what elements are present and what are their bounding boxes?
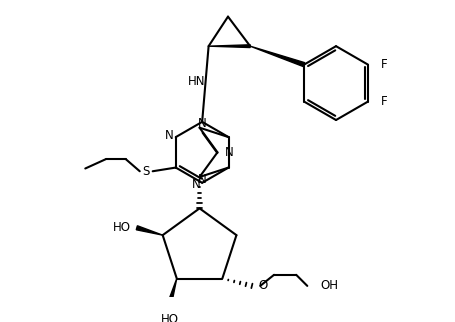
- Text: S: S: [142, 165, 150, 178]
- Polygon shape: [250, 46, 304, 67]
- Text: HN: HN: [187, 75, 204, 88]
- Polygon shape: [167, 279, 177, 305]
- Text: N: N: [197, 118, 206, 130]
- Text: N: N: [165, 129, 173, 142]
- Text: F: F: [380, 58, 387, 71]
- Polygon shape: [136, 226, 162, 235]
- Text: HO: HO: [113, 221, 131, 234]
- Text: N: N: [224, 146, 233, 159]
- Text: N: N: [191, 178, 200, 191]
- Text: N: N: [197, 173, 206, 186]
- Text: O: O: [258, 279, 267, 292]
- Polygon shape: [208, 45, 250, 48]
- Text: OH: OH: [319, 279, 338, 292]
- Text: F: F: [380, 95, 387, 108]
- Text: HO: HO: [160, 313, 178, 322]
